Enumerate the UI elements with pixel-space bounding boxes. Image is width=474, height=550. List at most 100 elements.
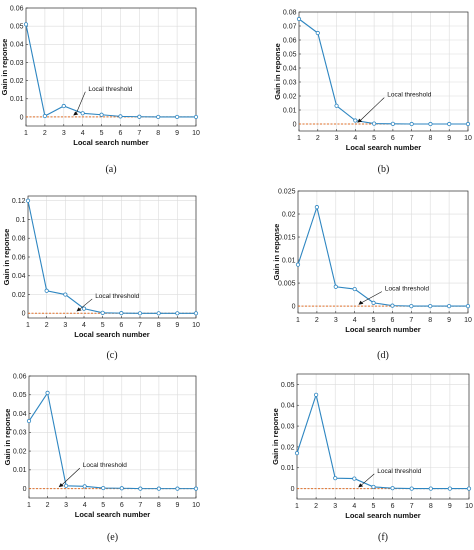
x-tick-label: 3 <box>64 502 68 509</box>
x-axis-label: Local search number <box>345 511 421 520</box>
data-point <box>137 311 143 316</box>
y-axis-label: Gain in reponse <box>0 39 9 96</box>
x-tick-label: 9 <box>448 503 452 510</box>
annotation-arrow <box>61 467 81 486</box>
data-point <box>465 121 471 127</box>
panel-caption: (c) <box>106 350 117 361</box>
axes-frame <box>25 7 197 127</box>
data-point <box>42 113 47 119</box>
annotation-label: Local threshold <box>83 462 127 469</box>
annotation-label: Local threshold <box>377 468 421 475</box>
x-tick-label: 5 <box>101 322 105 329</box>
data-point <box>175 114 180 120</box>
panel-c: 1 2 3 4 5 6 7 8 9 10 0 0.02 0.04 0.06 0.08 0.1 0.12 Local… <box>2 195 200 361</box>
x-tick-label: 9 <box>447 317 451 324</box>
data-point <box>296 16 302 22</box>
data-point <box>193 486 199 491</box>
axes-frame <box>296 373 470 500</box>
data-point <box>352 476 357 481</box>
plot-area <box>26 8 196 126</box>
y-tick-label: 0.05 <box>283 51 297 58</box>
x-tick-label: 8 <box>157 322 161 329</box>
y-tick-label: 0.01 <box>281 465 295 472</box>
x-tick-label: 6 <box>119 322 123 329</box>
data-point <box>118 114 123 119</box>
x-tick-label: 3 <box>62 130 66 137</box>
y-tick-label: 0.04 <box>281 403 295 410</box>
y-tick-label: 0.05 <box>13 392 27 399</box>
y-tick-label: 0 <box>23 486 27 493</box>
x-tick-label: 5 <box>101 502 105 509</box>
x-tick-label: 10 <box>464 135 472 142</box>
x-tick-label: 3 <box>334 317 338 324</box>
data-point <box>193 311 199 316</box>
data-point <box>447 303 452 309</box>
y-tick-label: 0.05 <box>10 24 24 31</box>
data-point <box>81 306 87 311</box>
data-point <box>447 121 452 127</box>
data-point <box>80 111 85 116</box>
data-point <box>333 284 338 289</box>
x-tick-label: 7 <box>138 502 142 509</box>
y-tick-label: 0.02 <box>10 78 24 85</box>
x-tick-label: 1 <box>26 322 30 329</box>
plot-area <box>297 374 469 499</box>
arrow-head <box>358 300 364 305</box>
x-tick-label: 5 <box>100 130 104 137</box>
y-tick-label: 0.04 <box>13 411 27 418</box>
data-point <box>334 103 339 108</box>
x-tick-label: 3 <box>333 503 337 510</box>
data-point <box>353 118 358 123</box>
x-tick-label: 6 <box>391 503 395 510</box>
gain-line <box>296 392 469 490</box>
arrow-head <box>73 111 79 116</box>
x-tick-label: 1 <box>295 503 299 510</box>
data-point <box>371 300 376 305</box>
x-tick-label: 7 <box>138 322 142 329</box>
x-tick-label: 7 <box>409 317 413 324</box>
data-point <box>390 486 395 491</box>
data-point <box>45 390 50 395</box>
y-tick-label: 0.02 <box>281 444 295 451</box>
x-tick-label: 1 <box>27 502 31 509</box>
y-tick-label: 0.04 <box>12 273 26 280</box>
x-tick-label: 7 <box>410 135 414 142</box>
y-tick-label: 0.06 <box>283 37 297 44</box>
x-tick-label: 8 <box>157 502 161 509</box>
x-tick-label: 4 <box>81 130 85 137</box>
x-tick-label: 8 <box>156 130 160 137</box>
x-tick-label: 6 <box>120 502 124 509</box>
gain-line <box>27 200 196 314</box>
x-tick-label: 8 <box>428 135 432 142</box>
x-tick-label: 4 <box>83 502 87 509</box>
y-tick-label: 0.06 <box>13 373 27 380</box>
x-tick-label: 5 <box>371 503 375 510</box>
y-tick-label: 0.01 <box>10 96 24 103</box>
x-tick-label: 1 <box>24 130 28 137</box>
x-tick-label: 1 <box>296 317 300 324</box>
y-tick-label: 0.02 <box>12 292 26 299</box>
annotation-arrow <box>79 298 93 310</box>
data-point <box>26 418 32 424</box>
x-tick-label: 4 <box>82 322 86 329</box>
x-tick-label: 6 <box>391 135 395 142</box>
panel-f: 1 2 3 4 5 6 7 8 9 10 0 0.01 0.02 0.03 0.04 0.05 Local se… <box>271 373 473 543</box>
y-tick-label: 0.03 <box>10 60 24 67</box>
panel-d: 1 2 3 4 5 6 7 8 9 10 0 0.005 0.01 0.015 0.02 0.025 Local… <box>272 188 472 361</box>
gain-line <box>297 205 468 307</box>
data-point <box>466 486 472 491</box>
y-tick-label: 0.01 <box>13 467 27 474</box>
y-tick-label: 0.02 <box>13 448 27 455</box>
y-tick-label: 0.025 <box>278 188 296 195</box>
data-point <box>390 121 395 126</box>
y-tick-label: 0.12 <box>12 198 26 205</box>
x-axis-label: Local search number <box>346 143 422 152</box>
y-tick-label: 0 <box>22 311 26 318</box>
panel-caption: (f) <box>378 532 388 543</box>
data-point <box>409 303 414 309</box>
y-tick-label: 0.08 <box>12 236 26 243</box>
data-point <box>333 476 338 481</box>
y-tick-label: 0.08 <box>283 9 297 16</box>
y-tick-label: 0.06 <box>12 254 26 261</box>
panel-a: 1 2 3 4 5 6 7 8 9 10 0 0.01 0.02 0.03 0.04 0.05 0.06 Loca… <box>0 5 200 175</box>
